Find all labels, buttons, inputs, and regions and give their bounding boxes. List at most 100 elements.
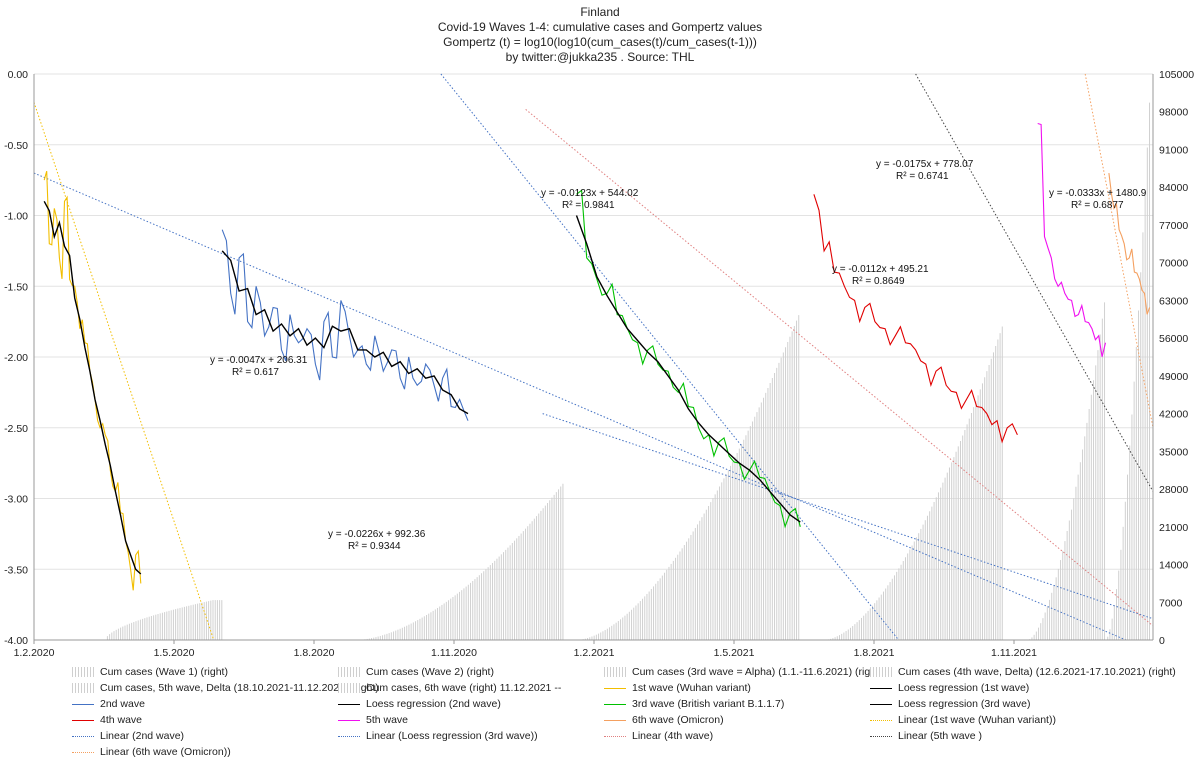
x-tick-label: 1.2.2021 (574, 647, 615, 659)
y-right-tick-label: 70000 (1159, 258, 1188, 270)
legend-swatch (604, 735, 626, 737)
annotation-eq-2: y = -0.0226x + 992.36 (328, 529, 426, 540)
y-right-tick-label: 56000 (1159, 333, 1188, 345)
annotation-eq-4: y = -0.0112x + 495.21 (832, 264, 929, 275)
legend-label: 5th wave (366, 714, 409, 726)
annotation-eq-6: y = -0.0333x + 1480.9 (1049, 188, 1147, 199)
legend-swatch (870, 719, 892, 721)
legend-label: Cum cases (3rd wave = Alpha) (1.1.-11.6.… (632, 666, 883, 678)
legend-label: Linear (2nd wave) (100, 730, 185, 742)
annotation-r2-4: R² = 0.8649 (852, 276, 905, 287)
legend-swatch (72, 703, 94, 705)
legend-swatch (604, 667, 626, 677)
annotation-r2-3: R² = 0.9841 (562, 200, 615, 211)
regression-annotations: y = -0.0047x + 206.31 R² = 0.617 y = -0.… (210, 159, 1147, 552)
y-left-tick-label: -1.50 (4, 281, 28, 293)
y-right-tick-label: 7000 (1159, 597, 1183, 609)
legend-swatch (870, 735, 892, 737)
series-line-2 (576, 189, 801, 529)
legend-swatch (604, 719, 626, 721)
series-line-4 (1037, 122, 1107, 357)
legend-label: Linear (1st wave (Wuhan variant)) (898, 714, 1056, 726)
y-right-tick-label: 42000 (1159, 409, 1188, 421)
legend-label: Linear (5th wave ) (898, 730, 983, 742)
legend-label: Cum cases (Wave 2) (right) (366, 666, 494, 678)
x-tick-label: 1.8.2020 (294, 647, 335, 659)
legend-item: Cum cases, 6th wave (right) 11.12.2021 -… (338, 680, 561, 696)
title-line-2: Covid-19 Waves 1-4: cumulative cases and… (438, 20, 762, 34)
legend-label: 2nd wave (100, 698, 145, 710)
legend-label: Loess regression (1st wave) (898, 682, 1030, 694)
annotation-eq-3: y = -0.0123x + 544.02 (541, 188, 639, 199)
legend-swatch (72, 683, 94, 693)
y-right-tick-label: 77000 (1159, 220, 1188, 232)
trendline-6 (1084, 73, 1154, 428)
loess-curve-2 (575, 215, 801, 523)
title-line-3: Gompertz (t) = log10(log10(cum_cases(t)/… (443, 35, 757, 49)
x-tick-label: 1.5.2021 (714, 647, 755, 659)
trendline-2 (542, 413, 1154, 620)
legend-item: Linear (6th wave (Omicron)) (72, 744, 231, 760)
legend-label: Cum cases (Wave 1) (right) (100, 666, 228, 678)
y-right-tick-label: 84000 (1159, 182, 1188, 194)
legend-label: 3rd wave (British variant B.1.1.7) (632, 698, 785, 710)
annotation-r2-6: R² = 0.6877 (1071, 200, 1124, 211)
legend-item: 6th wave (Omicron) (604, 712, 724, 728)
y-right-tick-label: 63000 (1159, 295, 1188, 307)
annotation-r2-1: R² = 0.617 (232, 367, 279, 378)
legend-item: Linear (2nd wave) (72, 728, 184, 744)
legend-swatch (604, 703, 626, 705)
legend-item: Loess regression (1st wave) (870, 680, 1029, 696)
legend-item: 1st wave (Wuhan variant) (604, 680, 751, 696)
legend-item: Linear (Loess regression (3rd wave)) (338, 728, 538, 744)
y-right-tick-label: 0 (1159, 635, 1165, 647)
y-left-tick-label: -0.50 (4, 140, 28, 152)
legend-swatch (338, 667, 360, 677)
legend-label: 1st wave (Wuhan variant) (632, 682, 751, 694)
legend-item: Linear (1st wave (Wuhan variant)) (870, 712, 1056, 728)
legend-swatch (72, 719, 94, 721)
legend-swatch (338, 719, 360, 721)
annotation-r2-2: R² = 0.9344 (348, 541, 401, 552)
x-tick-label: 1.2.2020 (14, 647, 55, 659)
legend-item: Linear (5th wave ) (870, 728, 982, 744)
legend-swatch (72, 751, 94, 753)
legend-label: Cum cases, 5th wave, Delta (18.10.2021-1… (100, 682, 379, 694)
x-tick-label: 1.8.2021 (854, 647, 895, 659)
series-line-0 (43, 170, 142, 591)
y-right-tick-label: 35000 (1159, 446, 1188, 458)
loess-curve-0 (43, 200, 142, 575)
linear-trendlines (33, 73, 1154, 641)
loess-curves (43, 200, 801, 575)
legend-swatch (338, 683, 360, 693)
y-right-tick-label: 49000 (1159, 371, 1188, 383)
chart-title: Finland Covid-19 Waves 1-4: cumulative c… (438, 5, 762, 64)
x-tick-label: 1.11.2020 (431, 647, 477, 659)
y-left-tick-label: -4.00 (4, 635, 28, 647)
legend: Cum cases (Wave 1) (right) Cum cases (Wav… (0, 664, 1200, 762)
x-tick-label: 1.5.2020 (154, 647, 195, 659)
legend-item: 3rd wave (British variant B.1.1.7) (604, 696, 784, 712)
loess-curve-1 (221, 250, 469, 415)
legend-swatch (604, 687, 626, 689)
trendline-3 (525, 108, 1154, 627)
y-right-tick-label: 21000 (1159, 522, 1188, 534)
legend-item: Cum cases (4th wave, Delta) (12.6.2021-1… (870, 664, 1176, 680)
legend-swatch (870, 667, 892, 677)
y-left-tick-label: 0.00 (8, 69, 29, 81)
y-right-tick-label: 28000 (1159, 484, 1188, 496)
legend-item: Cum cases (Wave 1) (right) (72, 664, 228, 680)
legend-item: 4th wave (72, 712, 142, 728)
legend-swatch (338, 703, 360, 705)
legend-item: Cum cases (3rd wave = Alpha) (1.1.-11.6.… (604, 664, 882, 680)
series-line-1 (221, 229, 469, 421)
legend-item: Loess regression (2nd wave) (338, 696, 501, 712)
y-right-tick-label: 91000 (1159, 144, 1188, 156)
legend-item: Cum cases (Wave 2) (right) (338, 664, 494, 680)
legend-swatch (72, 667, 94, 677)
y-left-tick-label: -2.00 (4, 352, 28, 364)
legend-swatch (870, 703, 892, 705)
legend-label: Loess regression (3rd wave) (898, 698, 1031, 710)
legend-item: 2nd wave (72, 696, 145, 712)
